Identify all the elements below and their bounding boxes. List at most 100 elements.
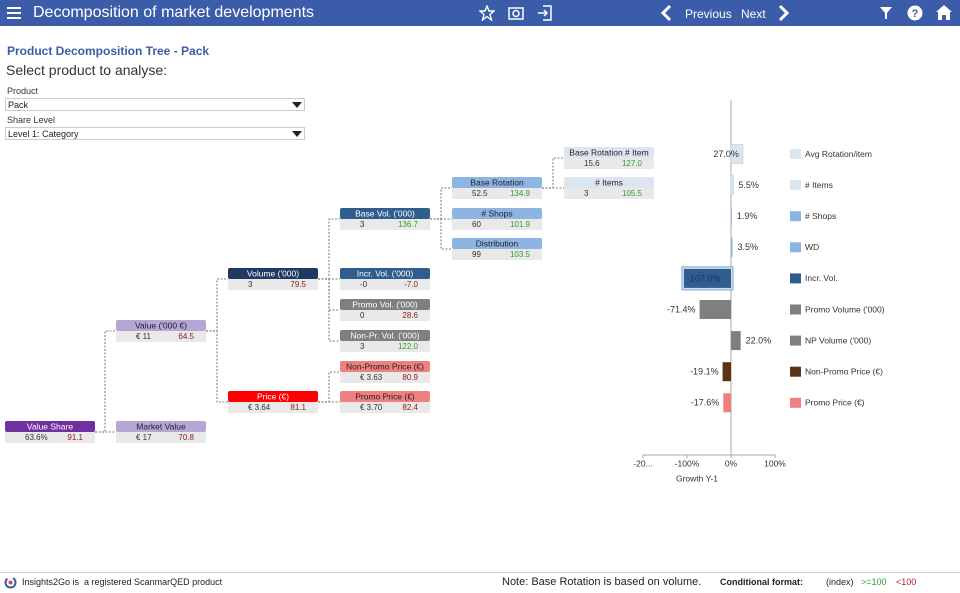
- tree-node[interactable]: Incr. Vol. ('000) -0 -7.0: [340, 268, 430, 290]
- node-label: Base Rotation # Item: [569, 147, 648, 157]
- tree-node[interactable]: Market Value € 17 70.8: [116, 421, 206, 443]
- node-label: Non-Promo Price (€): [346, 361, 424, 371]
- node-index-value: 103.5: [510, 250, 531, 259]
- product-dropdown[interactable]: Pack: [5, 98, 305, 111]
- tree-connector: [542, 157, 564, 189]
- node-index-value: -7.0: [404, 280, 418, 289]
- node-left-value: € 11: [136, 332, 152, 341]
- x-tick-label: -20...: [633, 458, 652, 468]
- node-index-value: 64.5: [178, 332, 194, 341]
- x-tick-label: 0%: [725, 458, 738, 468]
- node-label: Value ('000 €): [135, 320, 187, 330]
- bar: [683, 268, 731, 288]
- filter-label: Share Level: [7, 115, 56, 125]
- tree-node[interactable]: Volume ('000) 3 79.5: [228, 268, 318, 290]
- legend-label: NP Volume ('000): [805, 335, 871, 345]
- value-label: 1.9%: [737, 211, 758, 221]
- next-arrow[interactable]: [777, 4, 791, 22]
- node-left-value: € 3.63: [360, 373, 383, 382]
- snapshot-button[interactable]: [508, 5, 524, 21]
- favorite-button[interactable]: [479, 5, 495, 21]
- node-left-value: -0: [360, 280, 368, 289]
- node-index-value: 28.6: [402, 311, 418, 320]
- value-label: 22.0%: [746, 335, 772, 345]
- node-left-value: 3: [248, 280, 253, 289]
- value-label: -17.6%: [691, 398, 720, 408]
- tree-node[interactable]: Non-Promo Price (€) € 3.63 80.9: [340, 361, 430, 383]
- node-header: [452, 238, 542, 249]
- node-header: [116, 421, 206, 432]
- node-left-value: 63.6%: [25, 433, 48, 442]
- tree-node[interactable]: Base Rotation 52.5 134.9: [452, 177, 542, 199]
- node-header: [340, 391, 430, 402]
- dropdown-value: Pack: [8, 100, 29, 110]
- node-index-value: 81.1: [290, 403, 306, 412]
- next-button[interactable]: Next: [741, 7, 766, 21]
- tree-node[interactable]: Promo Price (€) € 3.70 82.4: [340, 391, 430, 413]
- node-index-value: 136.7: [398, 220, 419, 229]
- x-tick-label: 100%: [764, 458, 786, 468]
- tree-node[interactable]: Distribution 99 103.5: [452, 238, 542, 260]
- node-body: [564, 158, 654, 169]
- node-body: [452, 219, 542, 230]
- tree-node[interactable]: Price (€) € 3.64 81.1: [228, 391, 318, 413]
- bar: [731, 331, 741, 351]
- legend-label: WD: [805, 242, 819, 252]
- previous-arrow[interactable]: [659, 4, 673, 22]
- tree-connector: [318, 218, 340, 280]
- legend-swatch: [790, 304, 801, 315]
- node-body: [340, 310, 430, 321]
- node-label: Distribution: [476, 238, 519, 248]
- tree-node[interactable]: Base Rotation # Item 15.6 127.0: [564, 147, 654, 169]
- legend-label: Avg Rotation/item: [805, 149, 872, 159]
- node-body: [116, 331, 206, 342]
- tree-node[interactable]: # Items 3 105.5: [564, 177, 654, 199]
- node-index-value: 127.0: [622, 159, 643, 168]
- menu-button[interactable]: [7, 6, 21, 20]
- tree-node[interactable]: Value Share 63.6% 91.1: [5, 421, 95, 443]
- node-body: [340, 372, 430, 383]
- node-body: [228, 279, 318, 290]
- node-left-value: 99: [472, 250, 481, 259]
- x-tick-label: -100%: [675, 458, 700, 468]
- node-index-value: 134.9: [510, 189, 531, 198]
- node-label: Value Share: [27, 421, 73, 431]
- node-header: [116, 320, 206, 331]
- legend-swatch: [790, 366, 801, 377]
- node-index-value: 122.0: [398, 342, 419, 351]
- share-level-dropdown[interactable]: Level 1: Category: [5, 127, 305, 140]
- previous-button[interactable]: Previous: [685, 7, 732, 21]
- home-button[interactable]: [935, 4, 953, 21]
- format-good: >=100: [861, 577, 887, 587]
- legend-swatch: [790, 335, 801, 346]
- node-index-value: 79.5: [290, 280, 306, 289]
- node-header: [340, 299, 430, 310]
- tree-node[interactable]: Promo Vol. ('000) 0 28.6: [340, 299, 430, 321]
- node-label: Incr. Vol. ('000): [357, 268, 414, 278]
- node-index-value: 70.8: [178, 433, 194, 442]
- export-button[interactable]: [537, 5, 553, 21]
- node-header: [340, 268, 430, 279]
- node-body: [452, 249, 542, 260]
- node-body: [340, 402, 430, 413]
- bar: [730, 175, 734, 195]
- help-button[interactable]: ?: [907, 5, 923, 21]
- tree-node[interactable]: Non-Pr. Vol. ('000) 3 122.0: [340, 330, 430, 352]
- node-label: Base Vol. ('000): [355, 208, 415, 218]
- filter-label: Product: [7, 86, 39, 96]
- tree-node[interactable]: Value ('000 €) € 11 64.5: [116, 320, 206, 342]
- brand-logo: [4, 576, 17, 589]
- format-bad: <100: [896, 577, 917, 587]
- tree-node[interactable]: Base Vol. ('000) 3 136.7: [340, 208, 430, 230]
- value-label: 5.5%: [738, 180, 759, 190]
- tree-connector: [430, 187, 452, 220]
- filter-button[interactable]: [879, 6, 893, 20]
- legend-swatch: [790, 273, 801, 284]
- brand-text: Insights2Go is a registered ScanmarQED p…: [22, 577, 223, 587]
- node-body: [340, 279, 430, 290]
- tree-connector: [95, 330, 116, 433]
- tree-connector: [206, 330, 228, 403]
- top-bar: Decomposition of market developments Pre…: [0, 0, 960, 26]
